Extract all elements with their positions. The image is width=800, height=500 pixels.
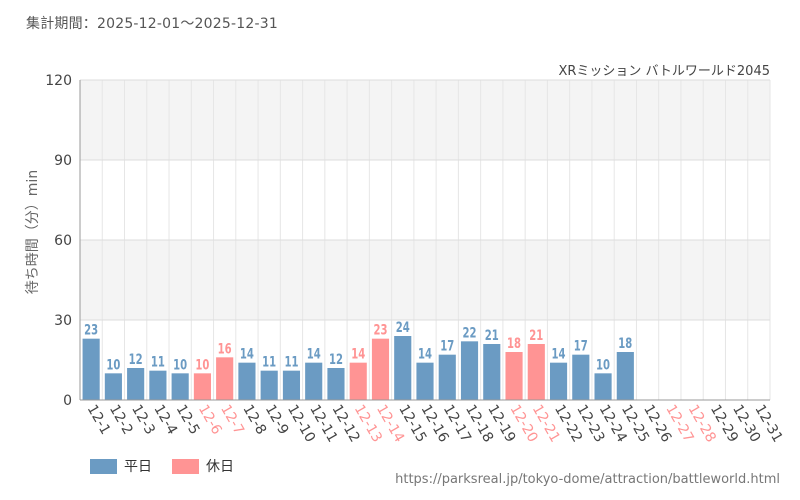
bar-12-16 — [416, 362, 434, 400]
data-label-12-17: 17 — [440, 337, 454, 354]
data-label-12-4: 11 — [151, 353, 165, 370]
y-tick-label: 120 — [45, 73, 72, 89]
legend-weekday-label: 平日 — [124, 459, 152, 475]
data-label-12-1: 23 — [84, 321, 98, 338]
chart-bars — [82, 336, 634, 400]
bar-12-20 — [505, 352, 523, 400]
chart-title: XRミッション バトルワールド2045 — [558, 64, 770, 79]
data-label-12-15: 24 — [396, 319, 410, 336]
bar-12-6 — [193, 373, 211, 400]
legend-weekday: 平日 — [90, 456, 152, 476]
chart-band — [80, 240, 770, 320]
data-label-12-20: 18 — [507, 335, 521, 352]
data-label-12-13: 14 — [351, 345, 365, 362]
chart-band — [80, 80, 770, 160]
bar-12-18 — [460, 341, 479, 400]
legend-weekday-swatch — [90, 458, 117, 474]
y-axis-label: 待ち時間（分）min — [25, 169, 41, 295]
data-label-12-9: 11 — [262, 353, 276, 370]
data-label-12-10: 11 — [284, 353, 298, 370]
bar-12-12 — [327, 368, 345, 400]
bar-12-21 — [527, 344, 545, 400]
legend: 平日 休日 — [90, 456, 254, 476]
data-label-12-23: 17 — [574, 337, 588, 354]
source-url: https://parksreal.jp/tokyo-dome/attracti… — [395, 472, 780, 487]
legend-holiday-label: 休日 — [206, 459, 234, 475]
bar-12-4 — [149, 370, 167, 400]
data-label-12-2: 10 — [106, 356, 120, 373]
bar-12-17 — [438, 354, 456, 400]
data-label-12-24: 10 — [596, 356, 610, 373]
bar-12-1 — [82, 338, 100, 400]
bar-12-19 — [483, 344, 501, 400]
bar-12-8 — [238, 362, 256, 400]
bar-12-15 — [394, 336, 412, 400]
data-label-12-3: 12 — [129, 351, 143, 368]
y-tick-label: 90 — [54, 153, 72, 169]
bar-12-11 — [305, 362, 323, 400]
bar-12-24 — [594, 373, 612, 400]
y-tick-label: 0 — [63, 393, 72, 409]
bar-12-5 — [171, 373, 189, 400]
data-label-12-18: 22 — [463, 324, 477, 341]
bar-12-10 — [282, 370, 301, 400]
data-label-12-16: 14 — [418, 345, 432, 362]
bar-12-23 — [572, 354, 590, 400]
data-label-12-21: 21 — [529, 327, 543, 344]
data-label-12-5: 10 — [173, 356, 187, 373]
bar-12-14 — [371, 338, 390, 400]
data-label-12-6: 10 — [195, 356, 209, 373]
data-label-12-25: 18 — [618, 335, 632, 352]
data-label-12-14: 23 — [373, 321, 387, 338]
data-label-12-19: 21 — [485, 327, 499, 344]
bar-12-7 — [216, 357, 234, 400]
chart-bands — [80, 80, 770, 320]
data-label-12-8: 14 — [240, 345, 254, 362]
chart-data-labels: 23 10 12 11 10 10 16 14 11 11 14 12 14 23 24 14 17 22 21 18… — [84, 319, 632, 373]
bar-12-25 — [616, 352, 634, 400]
legend-holiday-swatch — [172, 458, 199, 474]
period-label: 集計期間：2025-12-01～2025-12-31 — [26, 16, 278, 32]
y-tick-label: 60 — [54, 233, 72, 249]
data-label-12-22: 14 — [552, 345, 566, 362]
y-tick-label: 30 — [54, 313, 72, 329]
data-label-12-12: 12 — [329, 351, 343, 368]
bar-12-9 — [260, 370, 278, 400]
bar-12-3 — [127, 368, 145, 400]
data-label-12-11: 14 — [307, 345, 321, 362]
bar-12-13 — [349, 362, 367, 400]
data-label-12-7: 16 — [218, 340, 232, 357]
bar-12-22 — [549, 362, 568, 400]
legend-holiday: 休日 — [172, 456, 234, 476]
bar-12-2 — [104, 373, 122, 400]
